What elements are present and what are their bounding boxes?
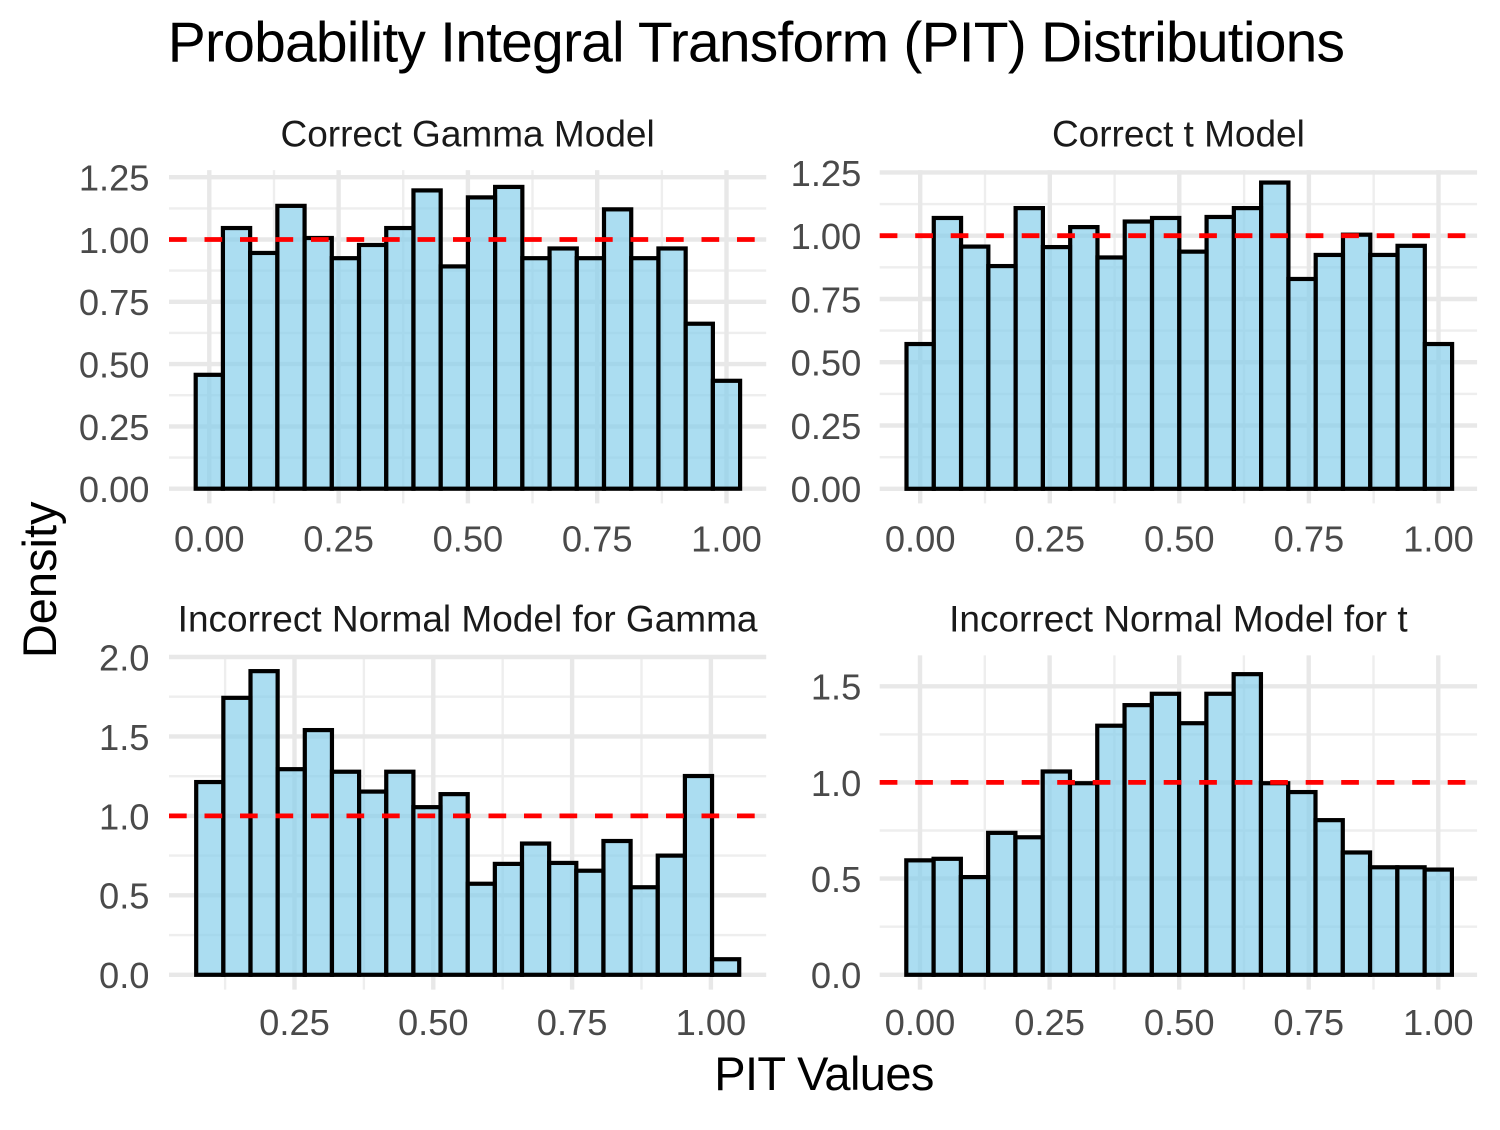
svg-text:2.0: 2.0 [99, 637, 149, 678]
svg-text:PIT Values: PIT Values [714, 1047, 934, 1100]
svg-text:1.0: 1.0 [811, 763, 861, 804]
svg-text:0.50: 0.50 [1144, 519, 1215, 560]
svg-text:Density: Density [13, 501, 66, 658]
svg-text:1.5: 1.5 [811, 667, 861, 708]
svg-text:0.5: 0.5 [99, 876, 149, 917]
svg-text:Incorrect Normal Model for Gam: Incorrect Normal Model for Gamma [178, 599, 758, 640]
svg-text:1.5: 1.5 [99, 717, 149, 758]
svg-text:0.50: 0.50 [433, 519, 504, 560]
svg-text:Probability Integral Transform: Probability Integral Transform (PIT) Dis… [168, 11, 1344, 75]
svg-text:0.00: 0.00 [885, 519, 956, 560]
svg-text:0.0: 0.0 [99, 955, 149, 996]
svg-text:1.00: 1.00 [691, 519, 762, 560]
svg-text:0.00: 0.00 [79, 469, 150, 510]
svg-text:0.00: 0.00 [885, 1002, 956, 1043]
svg-text:0.50: 0.50 [79, 345, 150, 386]
svg-text:1.00: 1.00 [79, 220, 150, 261]
svg-text:0.25: 0.25 [1014, 1002, 1085, 1043]
svg-text:Correct Gamma Model: Correct Gamma Model [280, 114, 654, 155]
svg-text:0.75: 0.75 [1273, 1002, 1344, 1043]
svg-text:0.25: 0.25 [1014, 519, 1085, 560]
svg-text:0.50: 0.50 [791, 343, 862, 384]
svg-text:0.75: 0.75 [791, 279, 862, 320]
svg-text:Incorrect Normal Model for t: Incorrect Normal Model for t [949, 599, 1408, 640]
svg-text:0.0: 0.0 [811, 955, 861, 996]
svg-text:0.25: 0.25 [303, 519, 374, 560]
svg-text:1.00: 1.00 [1403, 519, 1474, 560]
svg-text:0.25: 0.25 [79, 407, 150, 448]
svg-text:0.75: 0.75 [562, 519, 633, 560]
svg-text:0.75: 0.75 [537, 1002, 608, 1043]
svg-text:0.50: 0.50 [1144, 1002, 1215, 1043]
svg-text:0.75: 0.75 [79, 282, 150, 323]
svg-text:0.50: 0.50 [398, 1002, 469, 1043]
svg-text:0.00: 0.00 [791, 469, 862, 510]
svg-text:0.5: 0.5 [811, 859, 861, 900]
svg-text:0.25: 0.25 [259, 1002, 330, 1043]
svg-text:1.0: 1.0 [99, 796, 149, 837]
svg-text:Correct t Model: Correct t Model [1052, 114, 1305, 155]
svg-text:0.75: 0.75 [1274, 519, 1345, 560]
svg-text:1.00: 1.00 [1403, 1002, 1474, 1043]
svg-text:0.00: 0.00 [174, 519, 245, 560]
svg-text:1.25: 1.25 [79, 158, 150, 199]
svg-text:1.00: 1.00 [676, 1002, 747, 1043]
svg-text:1.25: 1.25 [791, 153, 862, 194]
svg-text:0.25: 0.25 [791, 406, 862, 447]
svg-text:1.00: 1.00 [791, 216, 862, 257]
